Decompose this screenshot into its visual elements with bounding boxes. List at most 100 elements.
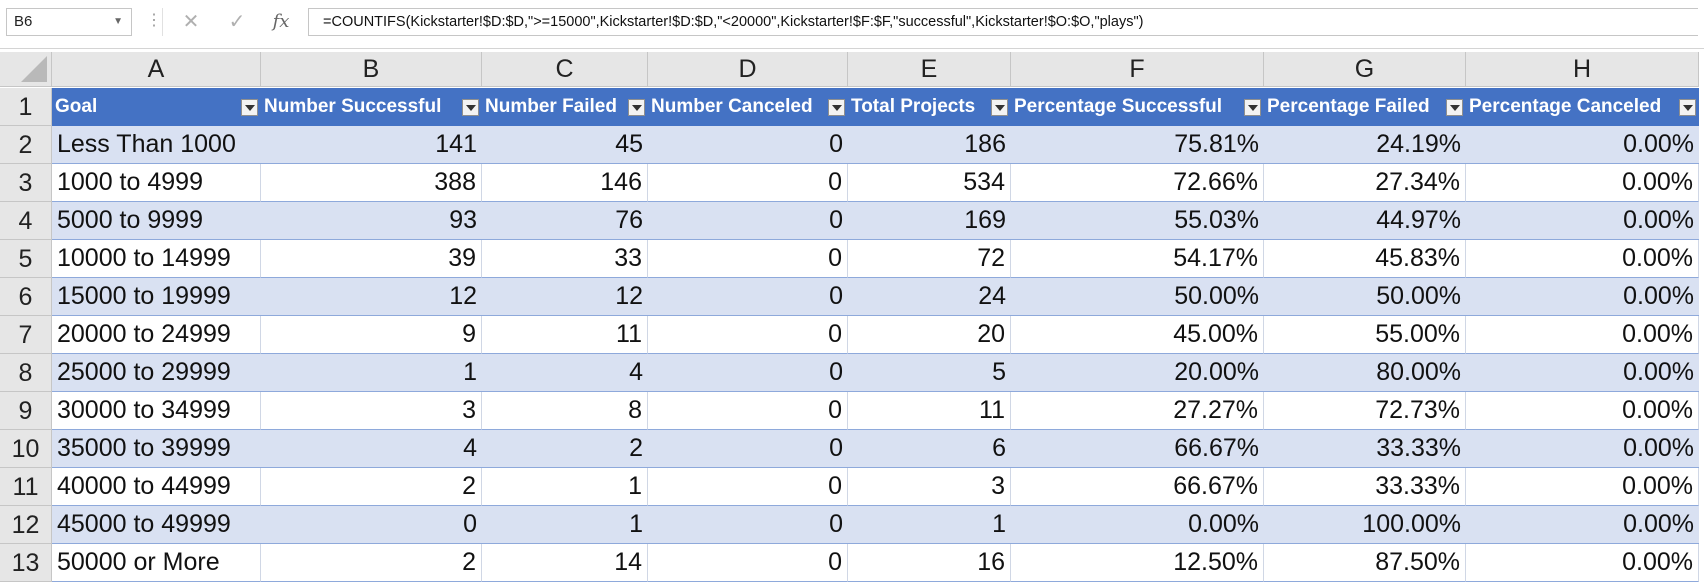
table-cell[interactable]: 4 [261, 430, 482, 468]
table-header-cell[interactable]: Number Canceled [648, 88, 848, 126]
column-header-f[interactable]: F [1011, 52, 1264, 87]
column-header-d[interactable]: D [648, 52, 848, 87]
table-header-cell[interactable]: Goal [52, 88, 261, 126]
table-cell[interactable]: 186 [848, 126, 1011, 164]
column-header-c[interactable]: C [482, 52, 648, 87]
table-cell[interactable]: 0.00% [1466, 544, 1699, 582]
table-cell[interactable]: 0 [648, 240, 848, 278]
table-cell[interactable]: 35000 to 39999 [52, 430, 261, 468]
table-cell[interactable]: 141 [261, 126, 482, 164]
table-cell[interactable]: 20.00% [1011, 354, 1264, 392]
table-cell[interactable]: 20 [848, 316, 1011, 354]
table-cell[interactable]: 2 [261, 544, 482, 582]
table-cell[interactable]: 0 [648, 506, 848, 544]
table-header-cell[interactable]: Number Successful [261, 88, 482, 126]
filter-dropdown-icon[interactable] [1244, 99, 1261, 116]
table-cell[interactable]: 72.66% [1011, 164, 1264, 202]
formula-input[interactable]: =COUNTIFS(Kickstarter!$D:$D,">=15000",Ki… [308, 8, 1698, 36]
table-header-cell[interactable]: Percentage Successful [1011, 88, 1264, 126]
table-cell[interactable]: 12 [482, 278, 648, 316]
table-cell[interactable]: 0.00% [1466, 506, 1699, 544]
more-options-icon[interactable]: ⋮ [146, 12, 162, 29]
table-cell[interactable]: 3 [848, 468, 1011, 506]
row-header-1[interactable]: 1 [0, 88, 52, 126]
table-cell[interactable]: 11 [848, 392, 1011, 430]
table-cell[interactable]: 0 [648, 164, 848, 202]
table-cell[interactable]: 33.33% [1264, 430, 1466, 468]
filter-dropdown-icon[interactable] [628, 99, 645, 116]
row-header-2[interactable]: 2 [0, 126, 52, 164]
table-cell[interactable]: 33 [482, 240, 648, 278]
table-cell[interactable]: 1000 to 4999 [52, 164, 261, 202]
filter-dropdown-icon[interactable] [1446, 99, 1463, 116]
table-cell[interactable]: 0.00% [1466, 126, 1699, 164]
table-cell[interactable]: 146 [482, 164, 648, 202]
table-cell[interactable]: 1 [482, 468, 648, 506]
table-cell[interactable]: 45.83% [1264, 240, 1466, 278]
table-cell[interactable]: 100.00% [1264, 506, 1466, 544]
table-cell[interactable]: 4 [482, 354, 648, 392]
row-header-10[interactable]: 10 [0, 430, 52, 468]
table-cell[interactable]: 40000 to 44999 [52, 468, 261, 506]
table-cell[interactable]: 6 [848, 430, 1011, 468]
table-cell[interactable]: 72.73% [1264, 392, 1466, 430]
table-cell[interactable]: 0.00% [1466, 468, 1699, 506]
table-cell[interactable]: 0 [648, 316, 848, 354]
table-cell[interactable]: Less Than 1000 [52, 126, 261, 164]
table-cell[interactable]: 0 [648, 430, 848, 468]
table-cell[interactable]: 50.00% [1264, 278, 1466, 316]
filter-dropdown-icon[interactable] [462, 99, 479, 116]
row-header-7[interactable]: 7 [0, 316, 52, 354]
table-cell[interactable]: 2 [261, 468, 482, 506]
column-header-a[interactable]: A [52, 52, 261, 87]
table-cell[interactable]: 14 [482, 544, 648, 582]
filter-dropdown-icon[interactable] [828, 99, 845, 116]
table-cell[interactable]: 0 [648, 392, 848, 430]
table-cell[interactable]: 54.17% [1011, 240, 1264, 278]
row-header-12[interactable]: 12 [0, 506, 52, 544]
table-cell[interactable]: 45.00% [1011, 316, 1264, 354]
table-cell[interactable]: 0.00% [1466, 278, 1699, 316]
table-header-cell[interactable]: Total Projects [848, 88, 1011, 126]
table-cell[interactable]: 27.34% [1264, 164, 1466, 202]
table-cell[interactable]: 55.03% [1011, 202, 1264, 240]
table-cell[interactable]: 50.00% [1011, 278, 1264, 316]
table-cell[interactable]: 0.00% [1466, 202, 1699, 240]
table-cell[interactable]: 24 [848, 278, 1011, 316]
fx-icon[interactable]: fx [272, 11, 290, 32]
table-cell[interactable]: 44.97% [1264, 202, 1466, 240]
row-header-4[interactable]: 4 [0, 202, 52, 240]
table-cell[interactable]: 0 [648, 468, 848, 506]
table-cell[interactable]: 66.67% [1011, 430, 1264, 468]
table-cell[interactable]: 16 [848, 544, 1011, 582]
table-cell[interactable]: 24.19% [1264, 126, 1466, 164]
row-header-13[interactable]: 13 [0, 544, 52, 582]
table-cell[interactable]: 30000 to 34999 [52, 392, 261, 430]
table-cell[interactable]: 87.50% [1264, 544, 1466, 582]
select-all-corner-icon[interactable] [0, 52, 52, 87]
table-cell[interactable]: 33.33% [1264, 468, 1466, 506]
name-box[interactable]: B6 ▼ [6, 8, 132, 36]
table-cell[interactable]: 76 [482, 202, 648, 240]
table-cell[interactable]: 9 [261, 316, 482, 354]
table-cell[interactable]: 0 [648, 202, 848, 240]
table-cell[interactable]: 27.27% [1011, 392, 1264, 430]
table-header-cell[interactable]: Percentage Failed [1264, 88, 1466, 126]
filter-dropdown-icon[interactable] [1679, 99, 1696, 116]
table-header-cell[interactable]: Number Failed [482, 88, 648, 126]
table-cell[interactable]: 0.00% [1466, 392, 1699, 430]
table-cell[interactable]: 8 [482, 392, 648, 430]
row-header-6[interactable]: 6 [0, 278, 52, 316]
table-cell[interactable]: 0 [648, 354, 848, 392]
table-cell[interactable]: 72 [848, 240, 1011, 278]
table-cell[interactable]: 11 [482, 316, 648, 354]
table-cell[interactable]: 2 [482, 430, 648, 468]
column-header-e[interactable]: E [848, 52, 1011, 87]
table-cell[interactable]: 93 [261, 202, 482, 240]
table-cell[interactable]: 80.00% [1264, 354, 1466, 392]
table-cell[interactable]: 5000 to 9999 [52, 202, 261, 240]
table-cell[interactable]: 50000 or More [52, 544, 261, 582]
table-cell[interactable]: 0.00% [1466, 354, 1699, 392]
table-cell[interactable]: 169 [848, 202, 1011, 240]
table-cell[interactable]: 25000 to 29999 [52, 354, 261, 392]
